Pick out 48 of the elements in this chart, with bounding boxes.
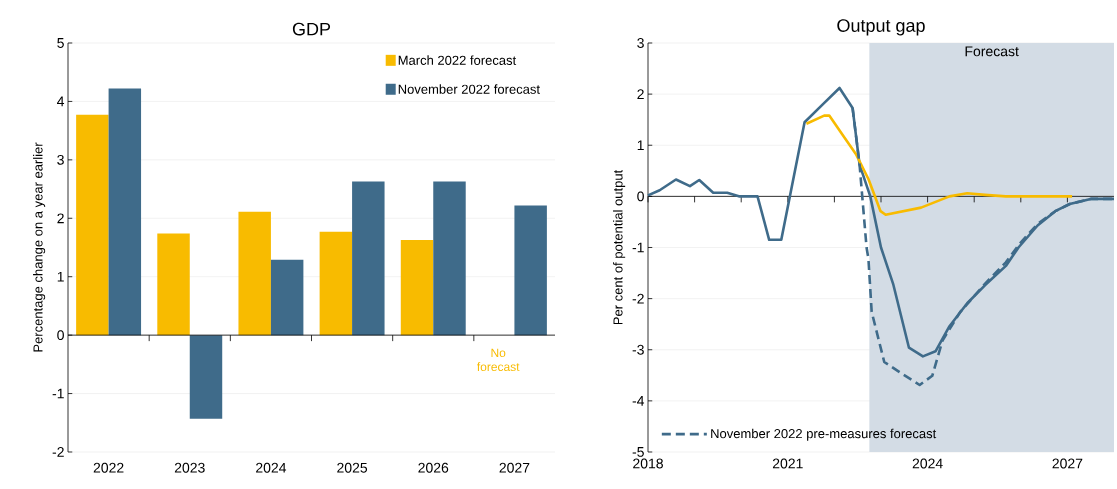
bar: [238, 211, 271, 336]
legend-label: March 2022 forecast: [398, 55, 517, 65]
y-tick-label: 1: [57, 271, 64, 282]
y-axis-title: Percentage change on a year earlier: [33, 142, 46, 352]
bar: [433, 181, 466, 336]
y-tick-label: -1: [632, 242, 644, 253]
y-tick-label: -3: [632, 344, 644, 355]
y-tick-label: -2: [632, 293, 644, 304]
y-tick-label: 0: [637, 191, 644, 202]
chart-title: GDP: [292, 22, 331, 36]
bar: [400, 239, 434, 336]
annotation: No forecast: [477, 348, 520, 372]
x-tick-label: 2018: [633, 458, 663, 469]
x-tick-label: 2024: [256, 462, 287, 473]
legend-label: November 2022 forecast: [398, 84, 540, 94]
y-tick-label: 5: [57, 38, 64, 48]
bar: [76, 114, 109, 336]
y-tick-label: 4: [57, 96, 65, 107]
x-tick-label: 2027: [499, 462, 530, 473]
bar: [157, 233, 190, 336]
y-tick-label: 0: [57, 330, 64, 341]
y-tick-label: 2: [57, 213, 64, 224]
y-tick-label: -1: [52, 388, 64, 399]
bar: [189, 335, 223, 419]
x-tick-label: 2022: [93, 462, 124, 473]
line-series: [805, 114, 1074, 217]
x-tick-label: 2026: [418, 462, 449, 473]
bar: [514, 205, 547, 336]
x-tick-label: 2021: [772, 458, 803, 469]
y-tick-label: -5: [632, 447, 644, 457]
bar: [270, 259, 304, 336]
y-tick-label: 1: [637, 140, 644, 151]
y-tick-label: 2: [637, 89, 644, 100]
y-axis-title: Per cent of potential output: [613, 169, 626, 325]
x-tick-label: 2027: [1052, 458, 1083, 469]
x-tick-label: 2024: [912, 458, 943, 469]
bar: [108, 88, 142, 336]
legend-label: November 2022 pre-measures forecast: [711, 428, 937, 441]
y-tick-label: -2: [52, 447, 64, 457]
chart-title: Output gap: [837, 19, 925, 36]
y-tick-label: -4: [632, 396, 645, 406]
x-tick-label: 2025: [337, 462, 368, 473]
x-tick-label: 2023: [174, 462, 205, 473]
band-label: Forecast: [965, 46, 1019, 57]
y-tick-label: 3: [57, 154, 64, 165]
y-tick-label: 3: [637, 38, 644, 48]
bar: [352, 181, 385, 336]
bar: [319, 231, 353, 336]
